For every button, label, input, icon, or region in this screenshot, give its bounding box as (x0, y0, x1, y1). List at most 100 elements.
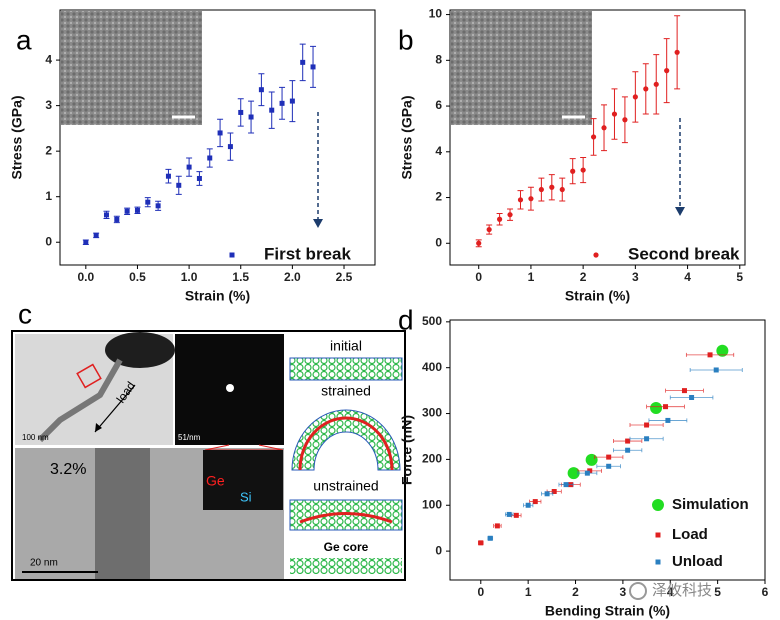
legend-marker (229, 252, 235, 258)
plot-frame (449, 9, 746, 266)
point (590, 134, 597, 140)
point (716, 344, 729, 357)
eds-inset (203, 450, 283, 510)
plot-frame (449, 319, 766, 581)
point (145, 199, 151, 205)
arrow-head (95, 423, 102, 432)
y-tick-label: 100 (422, 497, 442, 511)
point (567, 467, 580, 480)
tip (105, 332, 175, 368)
legend-marker (652, 499, 664, 511)
point (674, 49, 680, 55)
point (528, 196, 534, 202)
point (551, 488, 557, 494)
point (570, 168, 576, 174)
point (681, 388, 687, 394)
point (632, 94, 638, 100)
x-tick-label: 3 (620, 585, 627, 599)
point (653, 81, 659, 87)
panel-label: d (398, 304, 414, 335)
point (580, 167, 586, 173)
point (506, 511, 512, 517)
point (103, 212, 109, 218)
point (238, 109, 244, 115)
point (114, 216, 120, 222)
point (476, 240, 482, 246)
element-label: Si (240, 489, 252, 504)
point (525, 502, 531, 508)
point (176, 182, 182, 188)
point (559, 186, 565, 193)
point (549, 184, 555, 190)
y-tick-label: 400 (422, 360, 442, 374)
y-tick-label: 500 (422, 314, 442, 328)
scale-label: 100 nm (22, 433, 49, 442)
x-tick-label: 3 (632, 270, 639, 284)
x-tick-label: 2.5 (336, 270, 353, 284)
lattice (291, 409, 401, 471)
y-tick-label: 2 (435, 190, 442, 204)
point (644, 422, 650, 428)
point (269, 107, 275, 113)
point (279, 100, 285, 106)
point (544, 491, 550, 497)
x-tick-label: 2 (580, 270, 587, 284)
watermark-text: 泽攸科技 (652, 582, 712, 599)
x-tick-label: 4 (684, 270, 691, 284)
x-tick-label: 1.5 (232, 270, 249, 284)
strain-label: 3.2% (50, 461, 86, 478)
point (625, 447, 631, 453)
watermark-icon (629, 582, 647, 600)
y-tick-label: 4 (435, 144, 442, 158)
point (227, 144, 233, 150)
point (155, 203, 161, 209)
point (584, 470, 590, 476)
legend-label: Simulation (672, 496, 749, 513)
lattice (289, 357, 403, 381)
point (487, 535, 493, 541)
break-arrow-head (675, 207, 685, 216)
strain-band (299, 512, 393, 524)
point (134, 207, 140, 213)
scale-label: 51/nm (178, 433, 201, 442)
y-axis-label: Stress (GPa) (399, 95, 415, 179)
x-tick-label: 0.5 (129, 270, 146, 284)
point (707, 352, 713, 358)
nanowire (37, 358, 123, 443)
point (713, 367, 719, 373)
point (207, 155, 213, 161)
point (83, 239, 89, 245)
point (664, 68, 670, 74)
schematic-label: strained (321, 383, 371, 399)
point (93, 232, 99, 238)
x-axis-label: Bending Strain (%) (545, 603, 670, 619)
tem-inset (61, 11, 202, 125)
y-axis-label: Force (nN) (399, 415, 415, 485)
point (532, 499, 538, 505)
point (486, 226, 492, 233)
lattice (290, 558, 402, 574)
point (538, 186, 544, 193)
x-tick-label: 5 (714, 585, 721, 599)
x-tick-label: 1 (525, 585, 532, 599)
break-arrow-head (313, 219, 323, 228)
x-axis-label: Strain (%) (185, 288, 250, 304)
point (289, 98, 295, 104)
point (563, 482, 569, 488)
x-tick-label: 1 (528, 270, 535, 284)
legend-marker (655, 532, 661, 538)
point (622, 117, 628, 123)
point (196, 175, 202, 181)
legend-marker (655, 559, 661, 565)
point (643, 86, 649, 92)
y-tick-label: 0 (435, 543, 442, 557)
watermark: 泽攸科技 (629, 582, 712, 600)
panel-c: c load 100 nm 51/nm 3.2% 20 nm Ge Si ini… (11, 298, 406, 581)
tem-inset (451, 11, 592, 125)
point (165, 173, 171, 179)
legend-marker (593, 252, 599, 258)
y-tick-label: 200 (422, 452, 442, 466)
point (497, 216, 503, 222)
